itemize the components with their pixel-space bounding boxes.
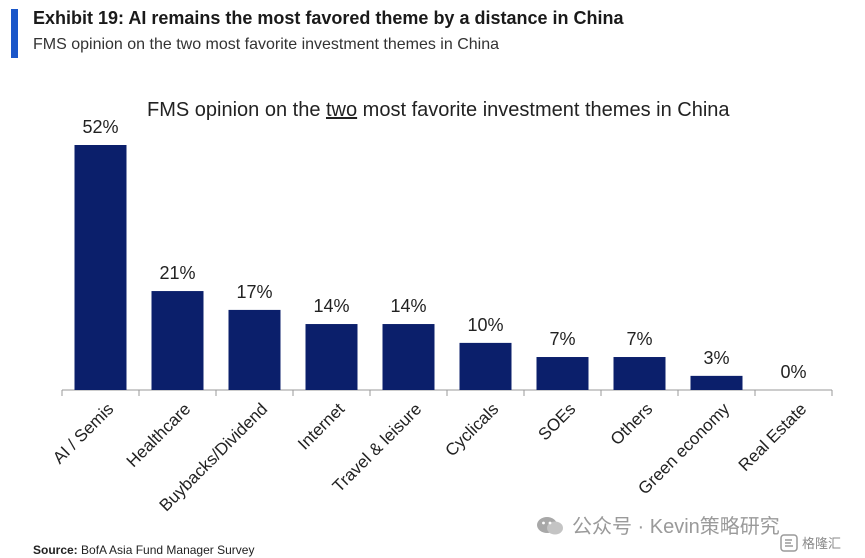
data-label-9: 3% [703,348,729,368]
wechat-icon [537,517,563,535]
category-label-6: Cyclicals [441,399,502,460]
category-label-8: Others [607,399,657,449]
watermark: 公众号 · Kevin策略研究 [536,510,780,539]
chart-title-emphasis: two [326,99,358,121]
chart-title-part-3: most favorite investment themes in China [357,99,730,121]
corner-logo-text: 格隆汇 [802,536,842,551]
source-label: Source: [33,543,78,557]
category-label-10: Real Estate [735,399,811,475]
data-label-10: 0% [780,362,806,382]
bar-7 [536,357,589,390]
bar-2 [151,291,204,390]
data-label-7: 7% [549,329,575,349]
bar-1 [74,145,127,390]
data-label-4: 14% [313,296,349,316]
category-label-2: Healthcare [123,399,195,471]
data-label-1: 52% [82,117,118,137]
chart-title-part-1: FMS opinion on the [147,99,326,121]
exhibit-title: Exhibit 19: AI remains the most favored … [33,8,624,28]
data-label-5: 14% [390,296,426,316]
bar-8 [613,357,666,390]
bar-9 [690,375,743,390]
bar-6 [459,342,512,390]
category-label-7: SOEs [534,399,579,444]
data-label-8: 7% [626,329,652,349]
corner-logo: 格隆汇 [780,533,862,555]
exhibit-subtitle: FMS opinion on the two most favorite inv… [33,36,499,53]
bar-5 [382,324,435,390]
data-label-2: 21% [159,263,195,283]
source-text: BofA Asia Fund Manager Survey [77,543,255,557]
watermark-text: 公众号 · Kevin策略研究 [572,516,780,538]
chart-title: FMS opinion on the two most favorite inv… [147,99,730,122]
category-label-4: Internet [294,399,348,453]
source-note: Source: BofA Asia Fund Manager Survey [33,543,254,557]
bar-3 [228,309,281,390]
corner-logo-icon [780,534,798,552]
category-label-1: AI / Semis [49,399,117,467]
data-label-3: 17% [236,282,272,302]
bar-4 [305,324,358,390]
data-label-6: 10% [467,315,503,335]
header-accent-bar [11,9,18,58]
